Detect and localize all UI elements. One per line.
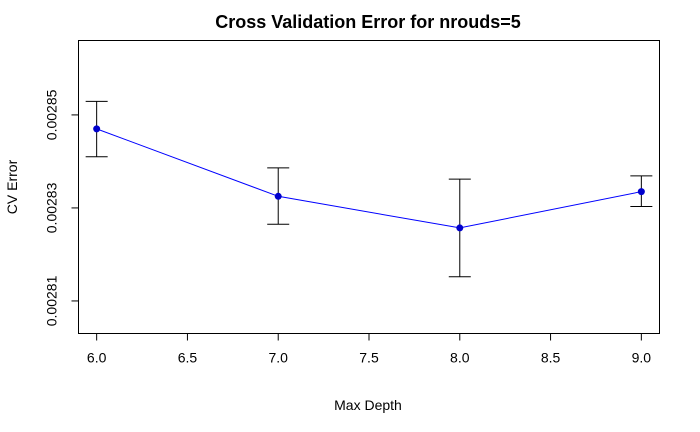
plot-frame — [78, 40, 660, 334]
x-tick-label: 9.0 — [632, 350, 652, 366]
data-point — [274, 192, 282, 200]
y-axis-label: CV Error — [4, 159, 20, 214]
data-point — [637, 188, 645, 196]
x-axis: 6.0 6.5 7.0 7.5 8.0 8.5 9.0 — [87, 333, 652, 366]
x-tick-label: 6.5 — [178, 350, 198, 366]
x-tick-label: 6.0 — [87, 350, 107, 366]
x-axis-label: Max Depth — [334, 397, 402, 413]
y-tick-label: 0.00285 — [44, 89, 60, 140]
y-tick-label: 0.00281 — [44, 275, 60, 326]
chart-title: Cross Validation Error for nrouds=5 — [215, 12, 521, 32]
y-tick-label: 0.00283 — [44, 182, 60, 233]
x-tick-label: 7.0 — [268, 350, 288, 366]
y-axis: 0.00281 0.00283 0.00285 — [44, 89, 79, 326]
series-layer — [85, 100, 653, 278]
x-tick-label: 7.5 — [359, 350, 379, 366]
x-tick-label: 8.5 — [541, 350, 561, 366]
data-point — [93, 125, 101, 133]
data-point — [456, 224, 464, 232]
x-tick-label: 8.0 — [450, 350, 470, 366]
series-line — [96, 128, 642, 229]
